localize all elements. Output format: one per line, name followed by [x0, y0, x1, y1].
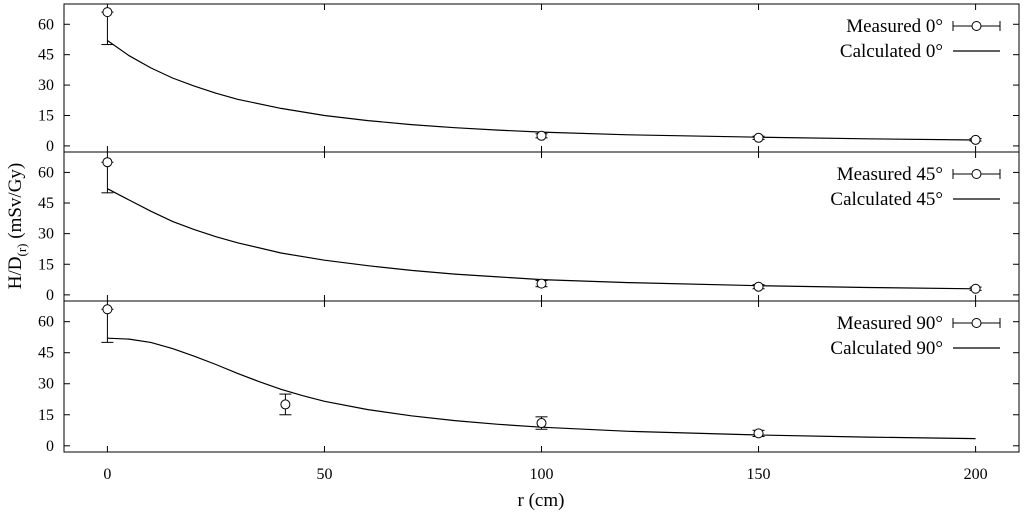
measured-marker	[536, 130, 547, 141]
y-axis-title-subscript: (r)	[14, 244, 29, 257]
legend-measured-label: Measured 90°	[837, 313, 943, 334]
y-axis-title-main: H/D	[5, 257, 26, 290]
measured-point	[279, 393, 292, 416]
measured-marker	[102, 7, 113, 18]
measured-point	[535, 130, 548, 141]
panel-2: 0 15 30 45 60 Measured 45° Calculated 45°	[38, 151, 1020, 304]
y-tick-label: 30	[38, 77, 54, 94]
legend-measured-label: Measured 0°	[846, 16, 943, 37]
legend-calculated-label: Calculated 90°	[830, 338, 943, 359]
measured-point	[535, 278, 548, 289]
measured-point	[101, 304, 114, 343]
legend-calculated-label: Calculated 0°	[840, 41, 943, 62]
legend: Measured 90° Calculated 90°	[830, 313, 1001, 359]
y-tick-label: 45	[38, 47, 54, 64]
y-tick-label: 0	[46, 438, 54, 455]
measured-point	[969, 283, 982, 294]
y-tick-label: 60	[38, 164, 54, 181]
measured-point	[752, 428, 765, 439]
y-tick-label: 45	[38, 195, 54, 212]
y-tick-label: 15	[38, 407, 54, 424]
calculated-curve	[107, 188, 976, 290]
measured-point	[535, 416, 548, 430]
legend: Measured 45° Calculated 45°	[830, 164, 1001, 210]
measured-point	[752, 132, 765, 143]
measured-point	[101, 157, 114, 194]
legend-calculated-label: Calculated 45°	[830, 189, 943, 210]
x-tick-label: 100	[530, 466, 554, 483]
measured-marker	[753, 132, 764, 143]
panel-3: 0 15 30 45 60 Measured 90° Calculated 90°	[38, 300, 1020, 455]
y-tick-label: 0	[46, 138, 54, 155]
legend-measured-marker	[971, 318, 982, 328]
panels: 0 15 30 45 60 Measured 0° Calculated 0° 0 15 30 45…	[38, 3, 1020, 483]
calculated-curve	[107, 40, 976, 141]
y-tick-label: 30	[38, 376, 54, 393]
measured-point	[969, 134, 982, 145]
y-tick-label: 60	[38, 16, 54, 33]
measured-marker	[102, 304, 113, 315]
y-axis-title: H/D(r) (mSv/Gy)	[5, 163, 29, 289]
legend: Measured 0° Calculated 0°	[840, 16, 1001, 62]
y-tick-label: 45	[38, 345, 54, 362]
x-tick-label: 150	[747, 466, 771, 483]
y-tick-label: 15	[38, 256, 54, 273]
y-tick-label: 0	[46, 287, 54, 304]
y-tick-label: 60	[38, 314, 54, 331]
measured-marker	[970, 134, 981, 145]
measured-point	[101, 7, 114, 46]
measured-marker	[280, 399, 291, 410]
measured-marker	[102, 157, 113, 168]
measured-marker	[536, 278, 547, 289]
panel-1: 0 15 30 45 60 Measured 0° Calculated 0°	[38, 3, 1020, 155]
y-axis-title-units: (mSv/Gy)	[5, 163, 26, 244]
legend-measured-marker	[971, 21, 982, 31]
x-tick-label: 50	[316, 466, 332, 483]
x-axis-title: r (cm)	[518, 490, 565, 511]
measured-marker	[970, 283, 981, 294]
measured-marker	[753, 428, 764, 439]
x-tick-label: 200	[964, 466, 988, 483]
x-tick-label: 0	[103, 466, 111, 483]
measured-marker	[536, 418, 547, 429]
measured-marker	[753, 281, 764, 292]
legend-measured-marker	[971, 169, 982, 179]
legend-measured-label: Measured 45°	[837, 164, 943, 185]
measured-point	[752, 281, 765, 292]
y-tick-label: 30	[38, 226, 54, 243]
calculated-curve	[107, 337, 976, 440]
y-tick-label: 15	[38, 108, 54, 125]
